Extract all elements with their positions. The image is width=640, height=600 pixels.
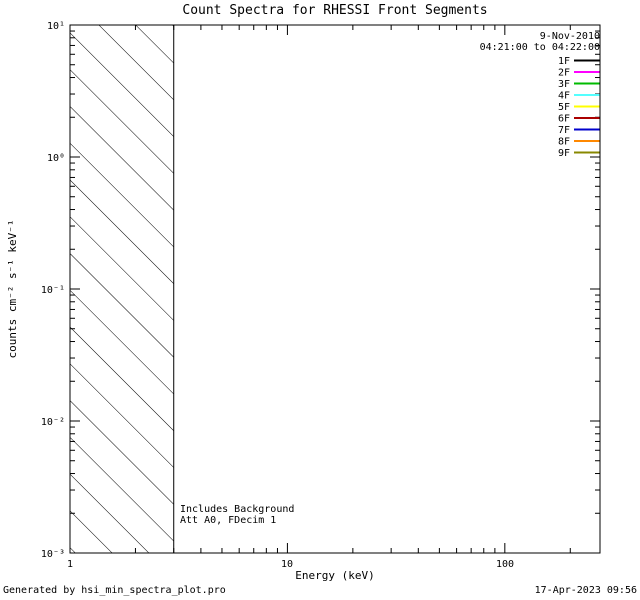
y-tick-label-1e1: 10¹ — [47, 21, 65, 32]
y-tick-label-1e-2: 10⁻² — [41, 417, 65, 428]
footer-generated-by: Generated by hsi_min_spectra_plot.pro — [3, 585, 226, 596]
legend-label-8F: 8F — [558, 137, 570, 148]
legend-label-6F: 6F — [558, 114, 570, 125]
legend-label-1F: 1F — [558, 56, 570, 67]
observation-date: 9-Nov-2010 — [540, 31, 600, 42]
x-tick-label-1: 1 — [67, 559, 73, 570]
y-tick-label-1e-3: 10⁻³ — [41, 549, 65, 560]
legend-label-7F: 7F — [558, 125, 570, 136]
x-tick-label-100: 100 — [496, 559, 514, 570]
plot-frame — [69, 24, 601, 554]
annotation-attenuator: Att A0, FDecim 1 — [180, 515, 276, 526]
legend-label-9F: 9F — [558, 148, 570, 159]
chart-title: Count Spectra for RHESSI Front Segments — [182, 3, 487, 18]
y-tick-label-1e0: 10⁰ — [47, 153, 65, 164]
legend-label-2F: 2F — [558, 68, 570, 79]
x-tick-label-10: 10 — [281, 559, 293, 570]
annotation-includes-background: Includes Background — [180, 504, 294, 515]
legend-label-3F: 3F — [558, 79, 570, 90]
observation-interval: 04:21:00 to 04:22:00 — [480, 42, 600, 53]
legend-label-5F: 5F — [558, 102, 570, 113]
y-axis-label: counts cm⁻² s⁻¹ keV⁻¹ — [6, 219, 19, 358]
footer-timestamp: 17-Apr-2023 09:56 — [535, 585, 637, 596]
y-tick-label-1e-1: 10⁻¹ — [41, 285, 65, 296]
legend-label-4F: 4F — [558, 91, 570, 102]
hatched-region — [70, 25, 174, 553]
x-axis-label: Energy (keV) — [295, 569, 374, 582]
